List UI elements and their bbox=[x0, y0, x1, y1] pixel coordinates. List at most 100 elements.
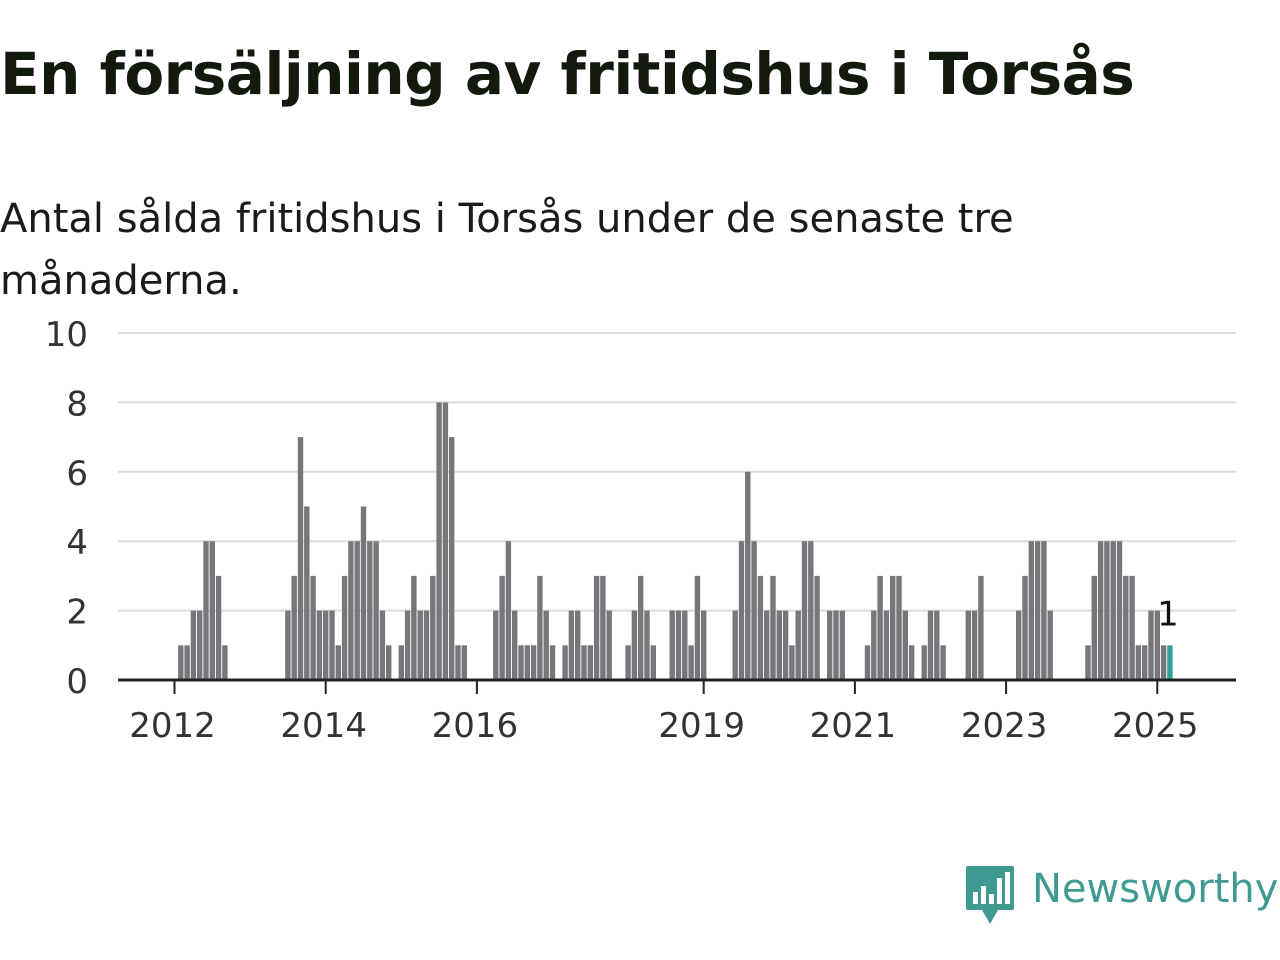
bar bbox=[367, 541, 373, 680]
bar bbox=[1022, 575, 1028, 680]
bar bbox=[694, 575, 701, 680]
y-tick-label: 2 bbox=[66, 593, 88, 633]
bar bbox=[530, 645, 537, 680]
bar bbox=[1160, 645, 1167, 680]
bar bbox=[1104, 541, 1110, 680]
bar bbox=[562, 645, 568, 680]
bar bbox=[669, 610, 675, 680]
bar bbox=[379, 610, 386, 680]
bar bbox=[593, 575, 600, 680]
bar bbox=[1085, 645, 1091, 680]
bar bbox=[1110, 541, 1116, 680]
bar bbox=[386, 645, 392, 680]
chart-title: En försäljning av fritidshus i Torsås bbox=[0, 40, 1135, 108]
bar bbox=[934, 610, 940, 680]
bar bbox=[499, 575, 505, 680]
bar bbox=[625, 645, 631, 680]
bar bbox=[770, 575, 776, 680]
bar bbox=[833, 610, 839, 680]
bar bbox=[543, 610, 549, 680]
highlight-data-label: 1 bbox=[1157, 594, 1179, 634]
bar bbox=[1142, 645, 1148, 680]
bar bbox=[184, 645, 190, 680]
bar bbox=[461, 645, 467, 680]
bar bbox=[738, 541, 745, 680]
bar bbox=[190, 610, 197, 680]
bar bbox=[449, 437, 455, 680]
bar bbox=[965, 610, 971, 680]
bar bbox=[751, 541, 757, 680]
bar bbox=[404, 610, 411, 680]
bar bbox=[417, 610, 423, 680]
bar bbox=[1129, 575, 1135, 680]
bar bbox=[335, 645, 341, 680]
bar bbox=[285, 610, 291, 680]
bar bbox=[940, 645, 946, 680]
bar bbox=[682, 610, 688, 680]
bar bbox=[883, 610, 890, 680]
bar bbox=[606, 610, 612, 680]
bar bbox=[581, 645, 587, 680]
bar bbox=[789, 645, 795, 680]
bar bbox=[442, 402, 449, 680]
bar bbox=[808, 541, 814, 680]
bar bbox=[341, 575, 348, 680]
bar bbox=[864, 645, 871, 680]
bar bbox=[902, 610, 908, 680]
bar bbox=[436, 402, 442, 680]
bar bbox=[1047, 610, 1053, 680]
y-axis-ticks: 0 2 4 6 8 10 bbox=[45, 315, 88, 702]
bar bbox=[896, 575, 902, 680]
x-tick-label: 2019 bbox=[658, 706, 745, 746]
bar bbox=[971, 610, 978, 680]
bar bbox=[1135, 645, 1142, 680]
bar bbox=[927, 610, 934, 680]
bar bbox=[1116, 541, 1123, 680]
bar bbox=[776, 610, 782, 680]
bar bbox=[638, 575, 644, 680]
bar-chart: 0 2 4 6 8 10 2012 2014 2016 2019 2021 2023 2025 1 bbox=[45, 315, 1236, 746]
bar bbox=[329, 610, 335, 680]
bar bbox=[197, 610, 203, 680]
bar bbox=[430, 575, 436, 680]
bar bbox=[411, 575, 417, 680]
bar bbox=[423, 610, 430, 680]
bar bbox=[650, 645, 656, 680]
bar bbox=[297, 437, 304, 680]
bar bbox=[921, 645, 927, 680]
bar bbox=[587, 645, 593, 680]
bar bbox=[827, 610, 833, 680]
bar bbox=[316, 610, 323, 680]
bar bbox=[518, 645, 524, 680]
y-tick-label: 10 bbox=[45, 315, 88, 355]
bar bbox=[1154, 610, 1160, 680]
x-tick-label: 2023 bbox=[961, 706, 1048, 746]
bar bbox=[215, 575, 222, 680]
bar bbox=[839, 610, 845, 680]
bar bbox=[524, 645, 530, 680]
y-tick-label: 8 bbox=[66, 384, 88, 424]
bar-highlight bbox=[1167, 645, 1173, 680]
bar bbox=[209, 541, 215, 680]
bar bbox=[757, 575, 764, 680]
bar bbox=[782, 610, 789, 680]
bar bbox=[631, 610, 638, 680]
x-tick-label: 2016 bbox=[432, 706, 519, 746]
bars bbox=[178, 402, 1173, 680]
bar bbox=[568, 610, 575, 680]
bar bbox=[178, 645, 184, 680]
bar bbox=[814, 575, 820, 680]
bar bbox=[549, 645, 556, 680]
bar bbox=[1123, 575, 1129, 680]
bar bbox=[675, 610, 682, 680]
bar bbox=[512, 610, 518, 680]
bar bbox=[505, 541, 512, 680]
y-tick-label: 0 bbox=[66, 662, 88, 702]
bar bbox=[877, 575, 883, 680]
bar bbox=[537, 575, 543, 680]
bar bbox=[795, 610, 801, 680]
brand-name: Newsworthy bbox=[1032, 866, 1279, 912]
bar bbox=[323, 610, 329, 680]
x-tick-label: 2012 bbox=[129, 706, 216, 746]
y-tick-label: 4 bbox=[66, 523, 88, 563]
